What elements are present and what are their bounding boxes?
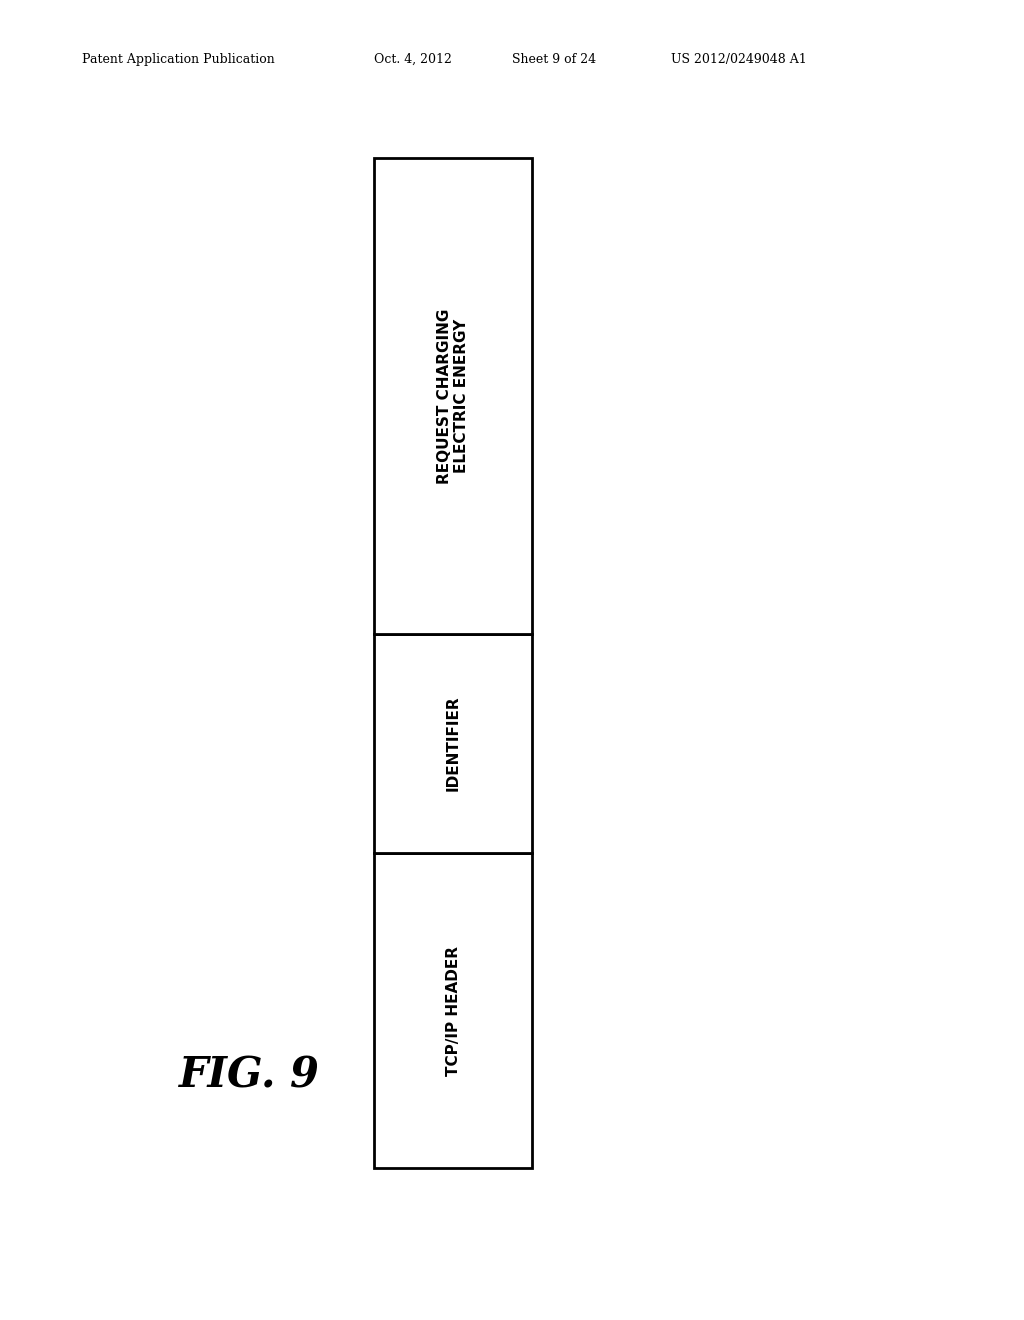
Text: TCP/IP HEADER: TCP/IP HEADER (445, 946, 461, 1076)
Text: REQUEST CHARGING
ELECTRIC ENERGY: REQUEST CHARGING ELECTRIC ENERGY (437, 309, 469, 483)
Text: Patent Application Publication: Patent Application Publication (82, 53, 274, 66)
Text: Sheet 9 of 24: Sheet 9 of 24 (512, 53, 596, 66)
Text: FIG. 9: FIG. 9 (179, 1055, 321, 1097)
Text: US 2012/0249048 A1: US 2012/0249048 A1 (671, 53, 807, 66)
Text: Oct. 4, 2012: Oct. 4, 2012 (374, 53, 452, 66)
Text: IDENTIFIER: IDENTIFIER (445, 696, 461, 791)
